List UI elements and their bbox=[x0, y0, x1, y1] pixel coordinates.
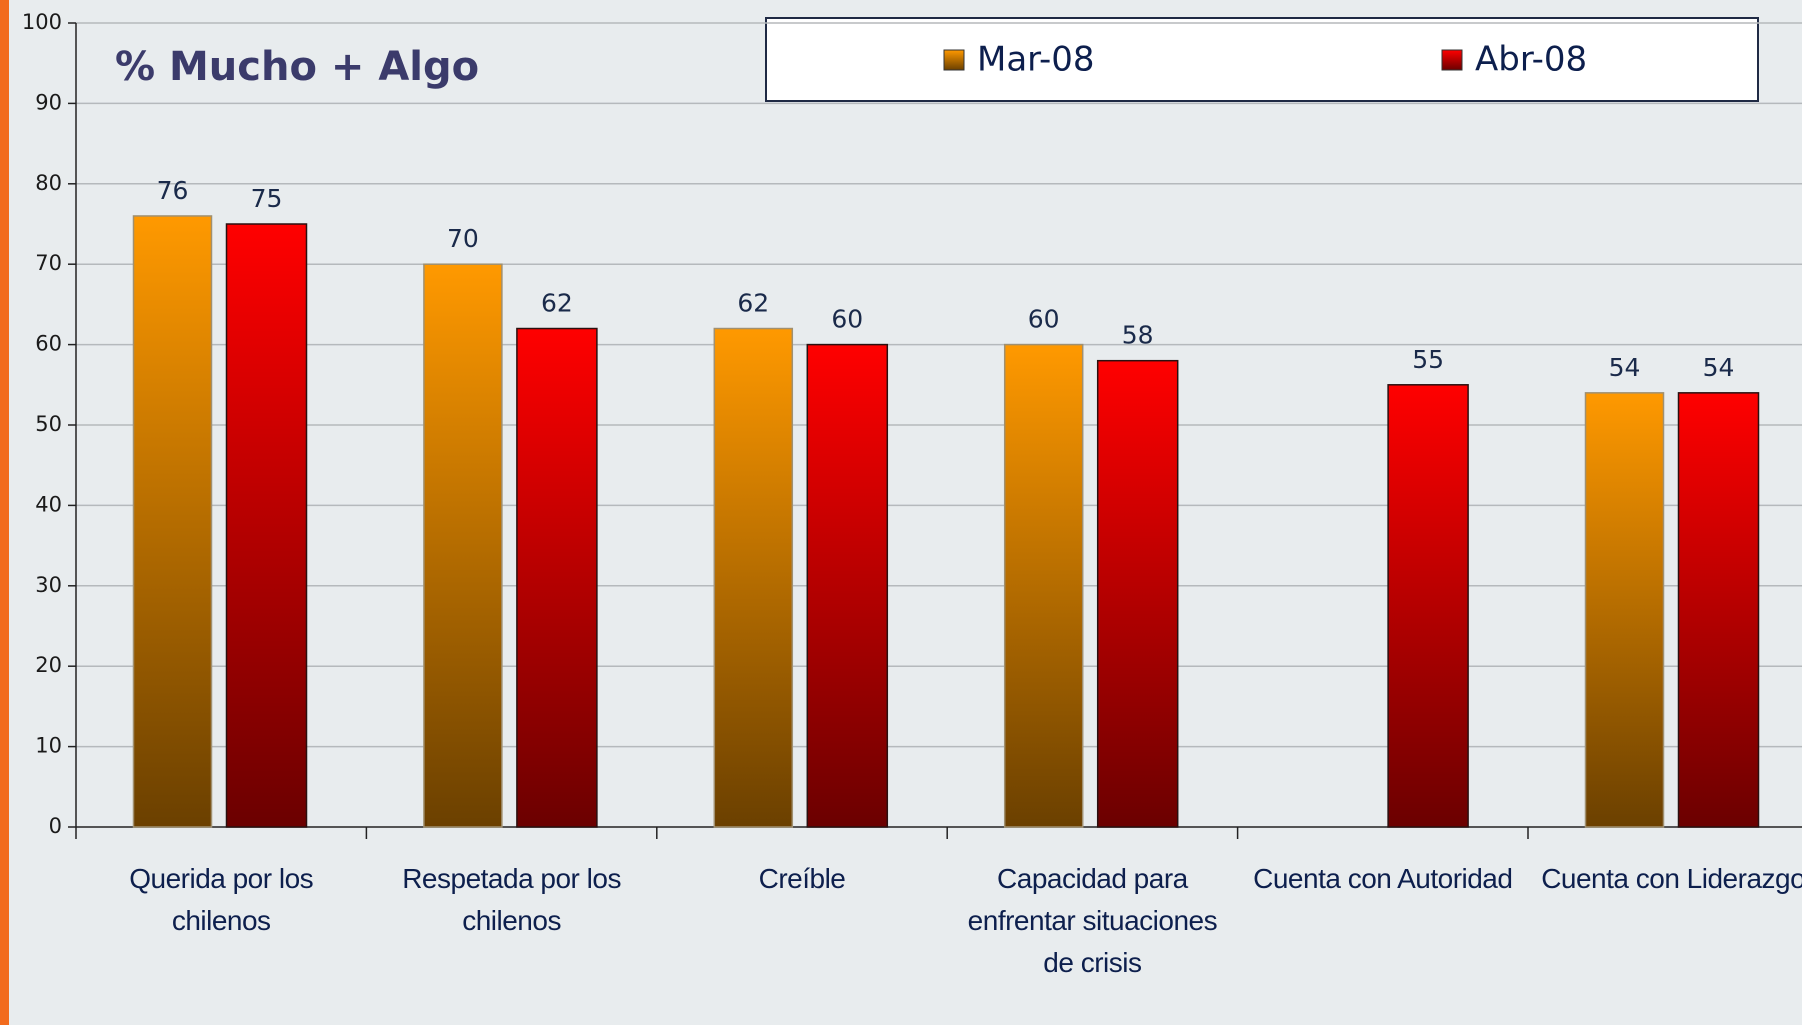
value-label: 54 bbox=[1703, 353, 1735, 382]
value-label: 55 bbox=[1412, 345, 1444, 374]
value-label: 58 bbox=[1122, 321, 1154, 350]
x-tick-label: Querida por los chilenos bbox=[129, 863, 314, 936]
legend-label: Mar-08 bbox=[977, 40, 1095, 80]
y-tick-label: 20 bbox=[35, 653, 62, 677]
bar bbox=[132, 215, 213, 828]
legend-swatch bbox=[1441, 49, 1463, 71]
y-tick-label: 60 bbox=[35, 332, 62, 356]
value-label: 54 bbox=[1609, 353, 1641, 382]
x-tick-label: Cuenta con Liderazgo bbox=[1541, 863, 1802, 894]
y-tick-label: 30 bbox=[35, 573, 62, 597]
y-tick-label: 80 bbox=[35, 171, 62, 195]
bar bbox=[516, 327, 598, 828]
value-label: 62 bbox=[541, 289, 573, 318]
y-tick-label: 70 bbox=[35, 251, 62, 275]
x-tick-label: Respetada por los chilenos bbox=[402, 863, 621, 936]
value-label: 60 bbox=[831, 305, 863, 334]
bar bbox=[1677, 392, 1760, 828]
value-label: 76 bbox=[157, 176, 189, 205]
bar bbox=[423, 263, 503, 828]
legend-swatch bbox=[943, 49, 965, 71]
bar bbox=[1096, 359, 1179, 828]
value-label: 75 bbox=[251, 184, 283, 213]
y-tick-label: 100 bbox=[22, 10, 62, 34]
bar bbox=[1584, 392, 1665, 828]
bar bbox=[713, 327, 794, 828]
bar bbox=[1387, 384, 1469, 828]
y-tick-label: 0 bbox=[49, 814, 62, 838]
y-tick-label: 90 bbox=[35, 90, 62, 114]
value-label: 70 bbox=[447, 224, 479, 253]
x-tick-label: Cuenta con Autoridad bbox=[1253, 863, 1513, 894]
x-tick-label: Capacidad para enfrentar situaciones de … bbox=[967, 863, 1218, 978]
legend-label: Abr-08 bbox=[1475, 40, 1587, 80]
value-label: 62 bbox=[737, 289, 769, 318]
bar bbox=[225, 223, 308, 828]
value-label: 60 bbox=[1028, 305, 1060, 334]
chart-title: % Mucho + Algo bbox=[115, 44, 479, 90]
bar bbox=[1003, 343, 1084, 828]
y-tick-label: 50 bbox=[35, 412, 62, 436]
bar bbox=[806, 343, 889, 828]
accent-strip bbox=[0, 0, 9, 1025]
legend-box bbox=[765, 17, 1759, 102]
x-tick-label: Creíble bbox=[758, 863, 846, 894]
y-tick-label: 40 bbox=[35, 492, 62, 516]
y-tick-label: 10 bbox=[35, 734, 62, 758]
